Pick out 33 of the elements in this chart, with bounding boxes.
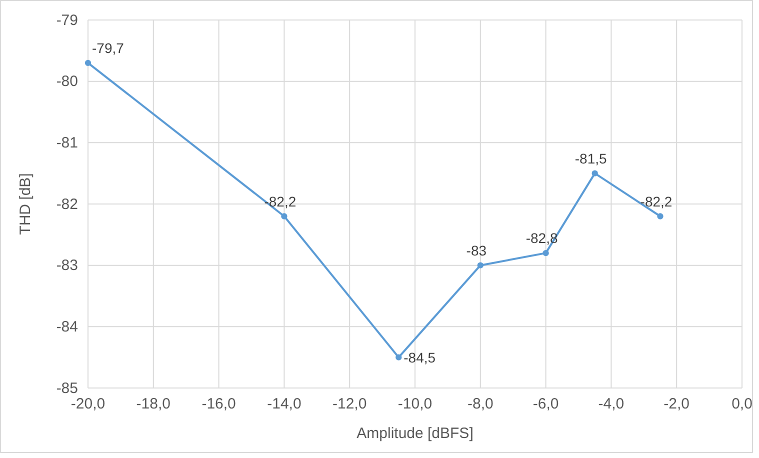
y-tick-label: -84 [56, 318, 78, 336]
point [477, 262, 484, 268]
y-tick-label: -81 [56, 134, 78, 152]
data-label: -81,5 [574, 150, 608, 166]
y-axis-title: THD [dB] [17, 173, 34, 235]
point [84, 60, 92, 66]
data-label: -82,2 [264, 193, 296, 210]
x-tick-label: -16,0 [202, 396, 236, 413]
y-tick-label: -83 [56, 257, 78, 274]
point [281, 213, 288, 220]
x-tick-label: -14,0 [267, 396, 302, 413]
data-label: -84,5 [404, 349, 436, 366]
point [396, 354, 402, 360]
data-label: -82,2 [640, 193, 672, 210]
x-tick-label: -6,0 [532, 396, 559, 413]
x-axis-title: Amplitude [dBFS] [356, 425, 474, 442]
data-label: -83 [466, 242, 487, 258]
x-tick-label: -4,0 [598, 396, 624, 413]
x-tick-label: -12,0 [332, 396, 367, 413]
x-tick-label: -2,0 [664, 396, 690, 413]
x-tick-label: 0,0 [732, 396, 752, 413]
y-tick-label: -85 [56, 380, 78, 397]
x-tick-label: -18,0 [136, 396, 170, 413]
x-tick-label: -10,0 [398, 396, 432, 413]
data-label: -79,7 [92, 40, 124, 56]
x-tick-label: -20,0 [70, 396, 106, 413]
x-tick-label: -8,0 [467, 396, 494, 413]
point [592, 170, 598, 176]
point [542, 250, 549, 256]
y-tick-label: -79 [56, 12, 78, 29]
point [657, 213, 664, 220]
y-tick-label: -82 [56, 196, 78, 213]
y-tick-label: -80 [56, 73, 78, 90]
